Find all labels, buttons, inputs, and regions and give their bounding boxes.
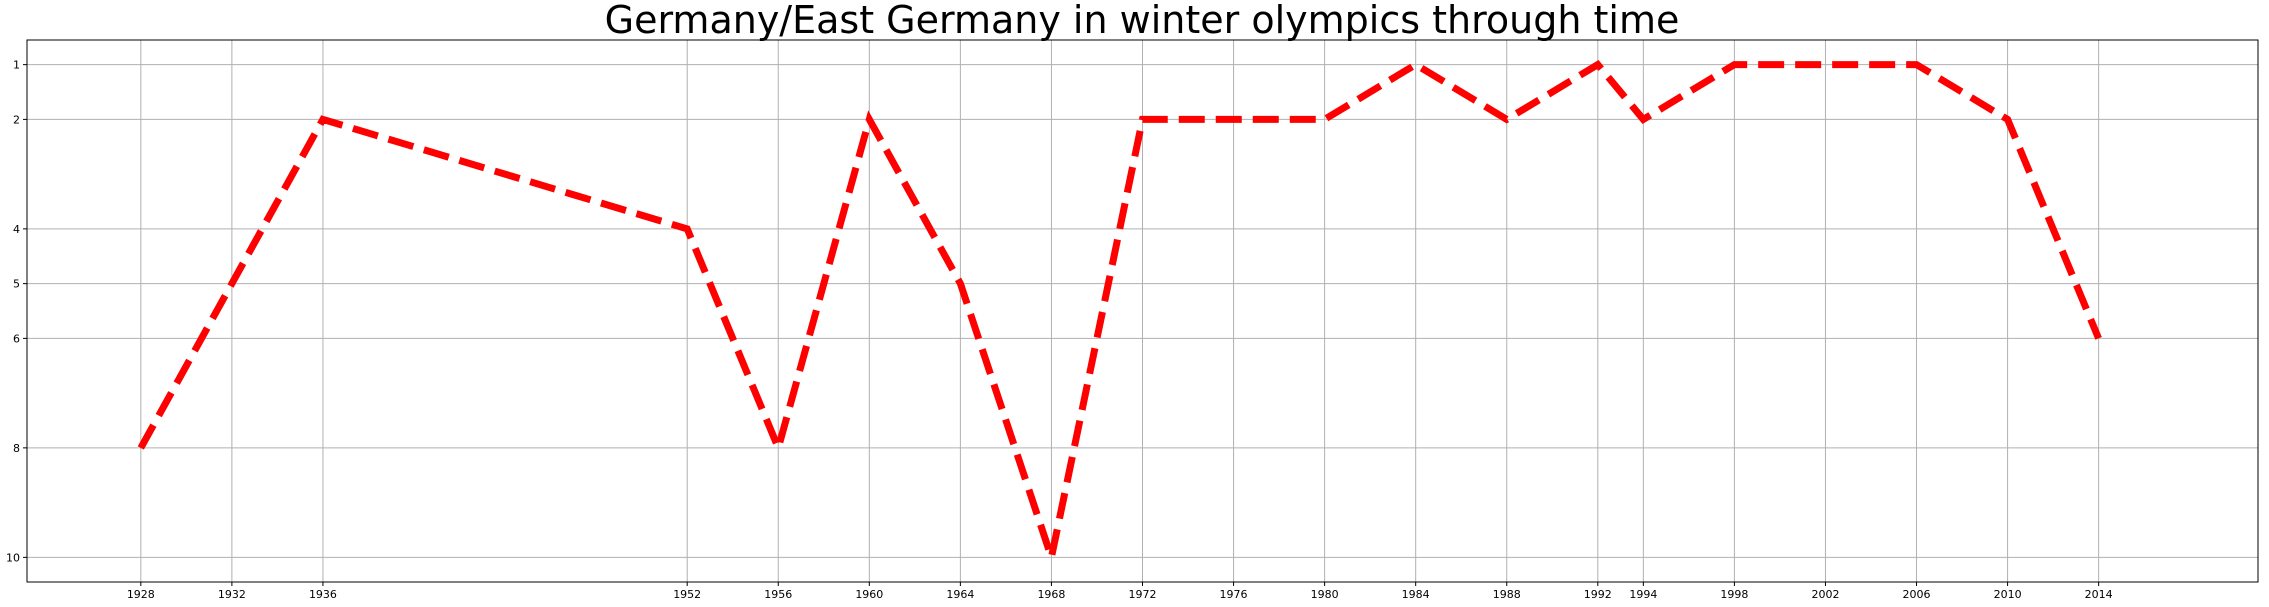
x-tick-label: 1992: [1584, 588, 1612, 601]
y-tick-label: 4: [13, 223, 20, 236]
x-tick-label: 1956: [764, 588, 792, 601]
x-tick-label: 1936: [309, 588, 337, 601]
x-tick-label: 1980: [1311, 588, 1339, 601]
chart-title: Germany/East Germany in winter olympics …: [605, 0, 1680, 42]
x-tick-label: 1952: [673, 588, 701, 601]
series-line: [137, 60, 2102, 571]
x-tick-label: 1998: [1720, 588, 1748, 601]
x-tick-label: 1932: [218, 588, 246, 601]
y-tick-label: 10: [6, 551, 20, 564]
x-tick-label: 1968: [1037, 588, 1065, 601]
x-tick-label: 1960: [855, 588, 883, 601]
y-tick-label: 6: [13, 332, 20, 345]
x-tick-label: 1984: [1402, 588, 1430, 601]
grid-lines: [27, 40, 2258, 582]
x-tick-label: 1988: [1493, 588, 1521, 601]
axes: 1928 1932 1936 1952 1956 1960 1964 1968 1972 1976…: [6, 59, 2113, 601]
x-tick-label: 2002: [1811, 588, 1839, 601]
x-tick-label: 1976: [1220, 588, 1248, 601]
x-tick-label: 1972: [1129, 588, 1157, 601]
y-tick-label: 8: [13, 442, 20, 455]
y-tick-label: 1: [13, 59, 20, 72]
x-tick-label: 1994: [1629, 588, 1657, 601]
x-tick-label: 1928: [127, 588, 155, 601]
x-tick-label: 2010: [1994, 588, 2022, 601]
series-layer: [137, 60, 2102, 571]
y-tick-label: 5: [13, 278, 20, 291]
plot-frame: [26, 39, 2259, 583]
x-tick-label: 1964: [946, 588, 974, 601]
x-tick-label: 2014: [2085, 588, 2113, 601]
y-tick-label: 2: [13, 113, 20, 126]
x-tick-label: 2006: [1903, 588, 1931, 601]
